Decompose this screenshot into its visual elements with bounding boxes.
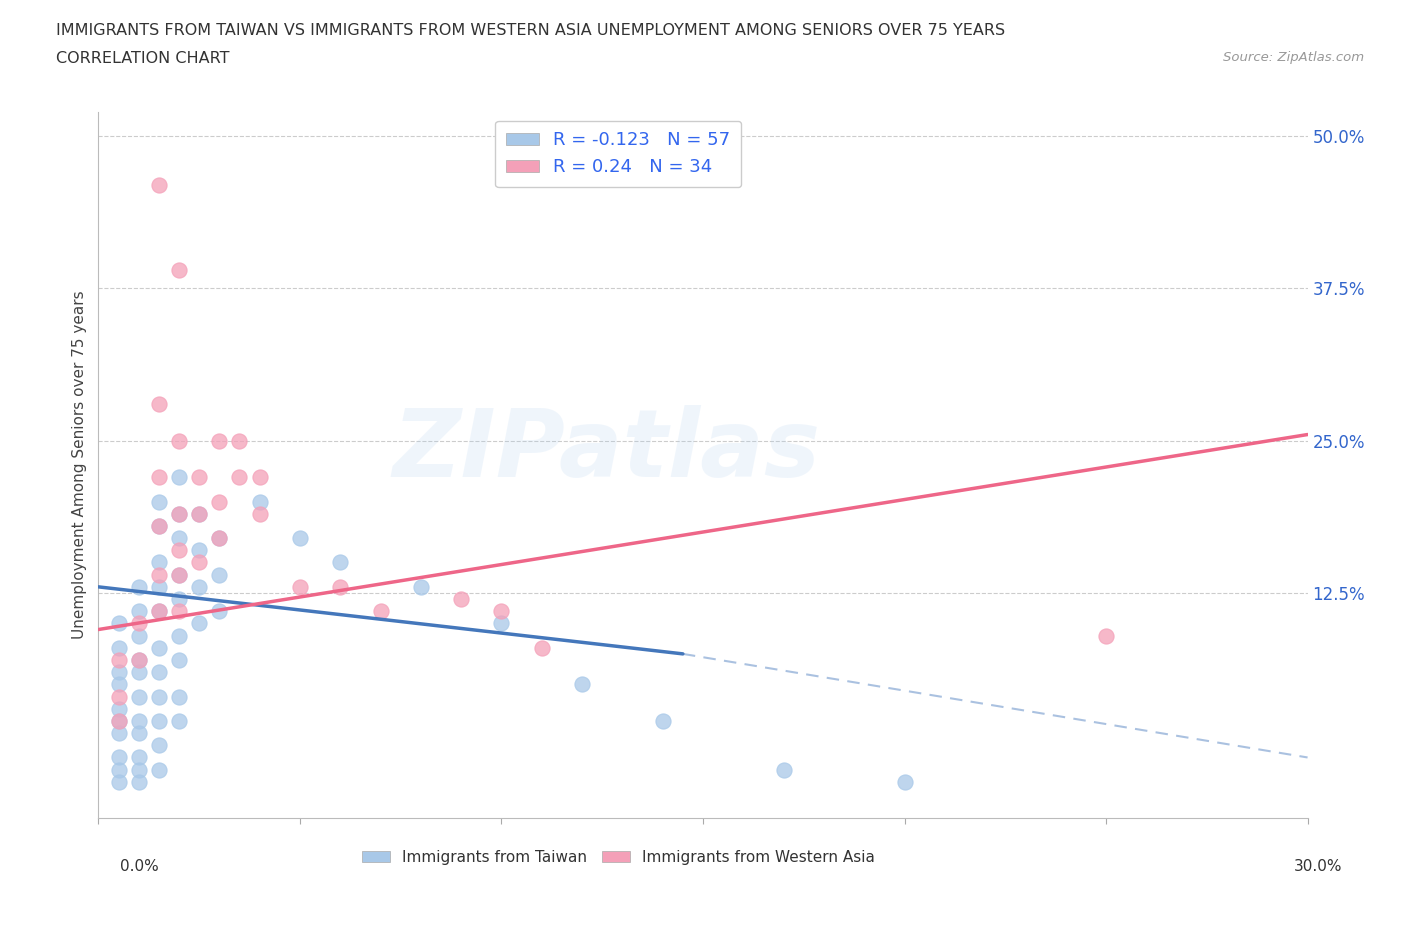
Point xyxy=(148,604,170,618)
Text: CORRELATION CHART: CORRELATION CHART xyxy=(56,51,229,66)
Point xyxy=(107,653,129,668)
Point xyxy=(167,567,190,582)
Legend: Immigrants from Taiwan, Immigrants from Western Asia: Immigrants from Taiwan, Immigrants from … xyxy=(356,844,880,870)
Point xyxy=(107,616,129,631)
Point xyxy=(228,433,250,448)
Point xyxy=(188,555,211,570)
Text: 0.0%: 0.0% xyxy=(120,859,159,874)
Point xyxy=(148,519,170,534)
Point xyxy=(167,506,190,521)
Point xyxy=(148,519,170,534)
Point xyxy=(167,470,190,485)
Point xyxy=(128,653,150,668)
Point xyxy=(148,713,170,728)
Point xyxy=(288,579,311,594)
Point xyxy=(148,494,170,509)
Point xyxy=(249,494,271,509)
Point xyxy=(107,713,129,728)
Point xyxy=(651,713,673,728)
Point xyxy=(128,689,150,704)
Text: ZIPatlas: ZIPatlas xyxy=(392,405,820,497)
Point xyxy=(188,579,211,594)
Point xyxy=(128,713,150,728)
Point xyxy=(188,470,211,485)
Point xyxy=(167,531,190,546)
Point xyxy=(148,579,170,594)
Point xyxy=(107,689,129,704)
Point xyxy=(148,763,170,777)
Point xyxy=(208,604,231,618)
Point xyxy=(128,653,150,668)
Point xyxy=(288,531,311,546)
Point xyxy=(208,433,231,448)
Point xyxy=(148,396,170,411)
Point xyxy=(148,737,170,752)
Point xyxy=(128,579,150,594)
Point xyxy=(450,591,472,606)
Point xyxy=(491,616,513,631)
Point xyxy=(148,641,170,656)
Point xyxy=(188,543,211,558)
Point xyxy=(571,677,593,692)
Point xyxy=(228,470,250,485)
Point xyxy=(167,262,190,277)
Point xyxy=(148,555,170,570)
Point xyxy=(167,628,190,643)
Point xyxy=(148,178,170,193)
Point xyxy=(148,567,170,582)
Point xyxy=(128,775,150,790)
Point xyxy=(148,689,170,704)
Point xyxy=(107,725,129,740)
Point xyxy=(107,677,129,692)
Point xyxy=(893,775,915,790)
Point xyxy=(107,641,129,656)
Point xyxy=(148,604,170,618)
Point xyxy=(491,604,513,618)
Point xyxy=(1095,628,1118,643)
Point xyxy=(167,433,190,448)
Point xyxy=(249,506,271,521)
Point xyxy=(188,506,211,521)
Point xyxy=(167,543,190,558)
Point xyxy=(167,567,190,582)
Point xyxy=(208,531,231,546)
Point xyxy=(128,616,150,631)
Point xyxy=(188,506,211,521)
Text: Source: ZipAtlas.com: Source: ZipAtlas.com xyxy=(1223,51,1364,64)
Point xyxy=(107,763,129,777)
Point xyxy=(329,579,352,594)
Point xyxy=(148,665,170,680)
Point xyxy=(107,775,129,790)
Point xyxy=(329,555,352,570)
Point xyxy=(128,763,150,777)
Point xyxy=(167,506,190,521)
Point xyxy=(107,713,129,728)
Point xyxy=(128,628,150,643)
Point xyxy=(208,567,231,582)
Point xyxy=(188,616,211,631)
Point xyxy=(128,604,150,618)
Point xyxy=(148,470,170,485)
Point xyxy=(107,665,129,680)
Point xyxy=(167,713,190,728)
Point xyxy=(107,701,129,716)
Y-axis label: Unemployment Among Seniors over 75 years: Unemployment Among Seniors over 75 years xyxy=(72,291,87,639)
Text: 30.0%: 30.0% xyxy=(1295,859,1343,874)
Text: IMMIGRANTS FROM TAIWAN VS IMMIGRANTS FROM WESTERN ASIA UNEMPLOYMENT AMONG SENIOR: IMMIGRANTS FROM TAIWAN VS IMMIGRANTS FRO… xyxy=(56,23,1005,38)
Point xyxy=(167,591,190,606)
Point xyxy=(107,750,129,764)
Point xyxy=(370,604,392,618)
Point xyxy=(128,750,150,764)
Point xyxy=(208,494,231,509)
Point xyxy=(128,725,150,740)
Point xyxy=(128,665,150,680)
Point xyxy=(167,653,190,668)
Point xyxy=(167,689,190,704)
Point xyxy=(772,763,794,777)
Point xyxy=(409,579,432,594)
Point xyxy=(208,531,231,546)
Point xyxy=(530,641,553,656)
Point xyxy=(249,470,271,485)
Point xyxy=(167,604,190,618)
